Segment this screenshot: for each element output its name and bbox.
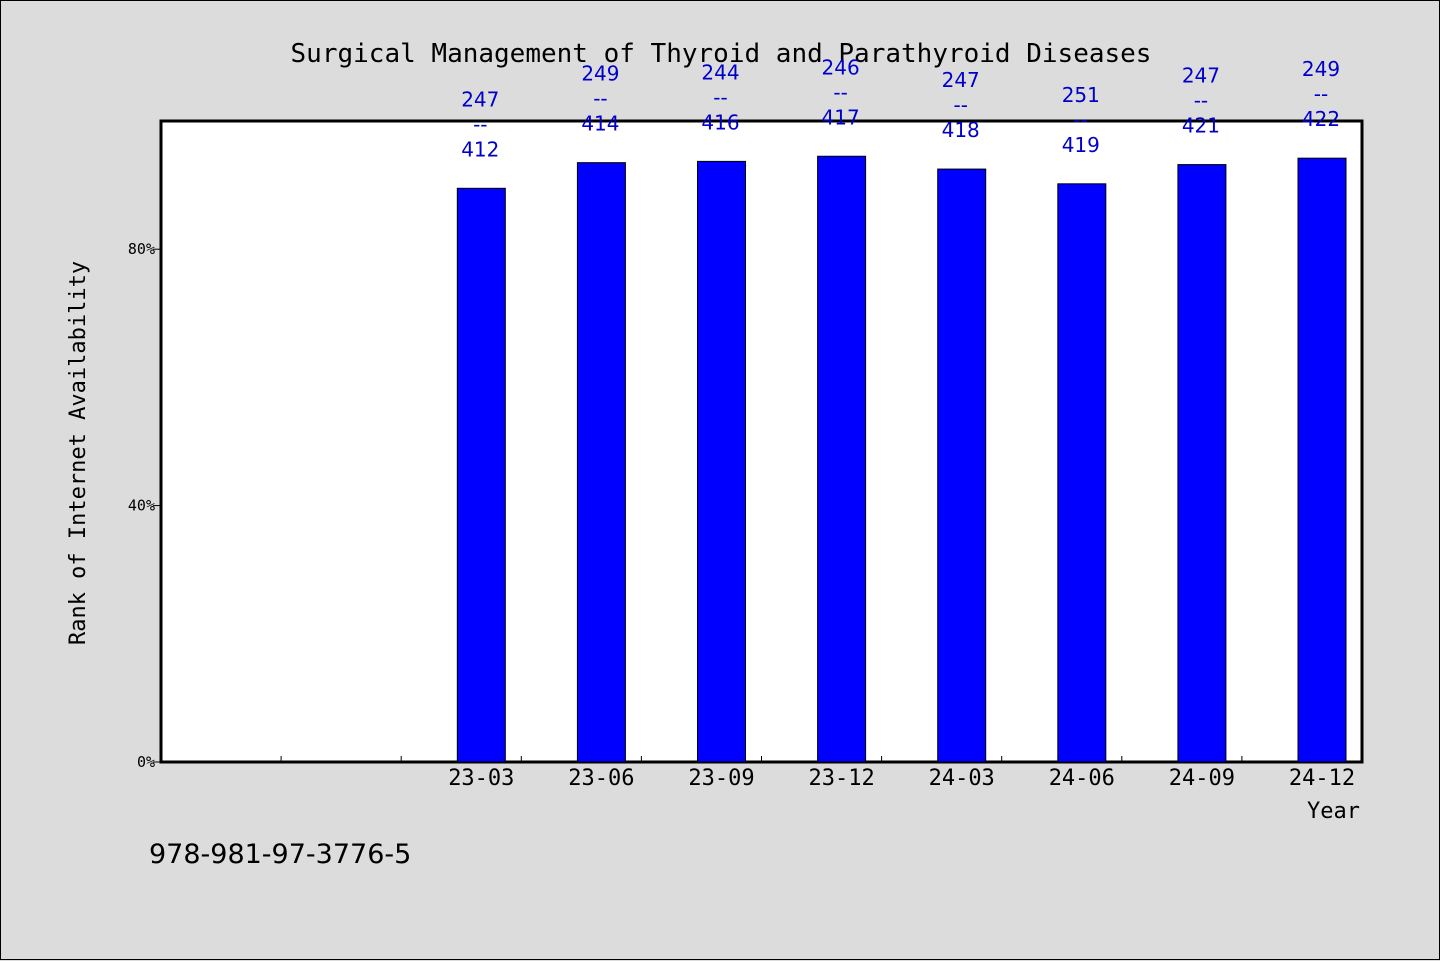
data-label: 246 <box>822 55 860 79</box>
x-tick-label: 24-12 <box>1289 766 1355 791</box>
bar <box>1057 183 1107 763</box>
bars <box>456 155 1347 763</box>
data-label: 247 <box>942 68 980 92</box>
data-label: -- <box>1074 108 1088 132</box>
data-label: -- <box>833 80 847 104</box>
bar <box>1177 164 1227 763</box>
data-label: -- <box>473 112 487 136</box>
bar <box>576 162 626 763</box>
bar <box>937 168 987 763</box>
data-label: 251 <box>1062 83 1100 107</box>
x-tick-label: 24-03 <box>929 766 995 791</box>
x-tick-label: 23-06 <box>568 766 634 791</box>
x-tick-label: 23-09 <box>688 766 754 791</box>
data-label: 249 <box>1302 57 1340 81</box>
bar <box>456 187 506 763</box>
x-tick-label: 24-09 <box>1169 766 1235 791</box>
y-tick-label: 80% <box>128 240 155 258</box>
y-axis-label: Rank of Internet Availability <box>66 261 91 645</box>
data-label: 247 <box>1182 64 1220 88</box>
x-tick-label: 24-06 <box>1049 766 1115 791</box>
data-label: -- <box>1194 89 1208 113</box>
data-label: 244 <box>701 60 739 84</box>
data-label: 247 <box>461 87 499 111</box>
plot-area <box>159 119 1364 764</box>
axes: 0% 40% 80% 23-03 23-06 23-09 23-12 24-03 24-06 24… <box>128 240 1355 791</box>
data-label: 422 <box>1302 107 1340 131</box>
x-tick-label: 23-12 <box>808 766 874 791</box>
x-axis-label: Year <box>1307 799 1360 824</box>
data-label: 419 <box>1062 133 1100 157</box>
data-label: 249 <box>581 62 619 86</box>
x-tick-label: 23-03 <box>448 766 514 791</box>
data-label: 414 <box>581 112 619 136</box>
y-tick-label: 40% <box>128 497 155 515</box>
bar <box>1297 157 1347 763</box>
data-label: -- <box>953 93 967 117</box>
data-label: 412 <box>461 137 499 161</box>
data-label: -- <box>593 87 607 111</box>
data-label: -- <box>1314 82 1328 106</box>
data-labels: 247--412249--414244--416246--417247--418… <box>461 55 1340 161</box>
data-label: 418 <box>942 118 980 142</box>
data-label: 421 <box>1182 114 1220 138</box>
bar <box>817 155 867 763</box>
data-label: -- <box>713 85 727 109</box>
data-label: 417 <box>822 105 860 129</box>
bar <box>697 160 747 763</box>
isbn-label: 978-981-97-3776-5 <box>149 839 411 870</box>
data-label: 416 <box>701 110 739 134</box>
chart-title: Surgical Management of Thyroid and Parat… <box>291 39 1152 69</box>
y-tick-label: 0% <box>137 753 155 771</box>
